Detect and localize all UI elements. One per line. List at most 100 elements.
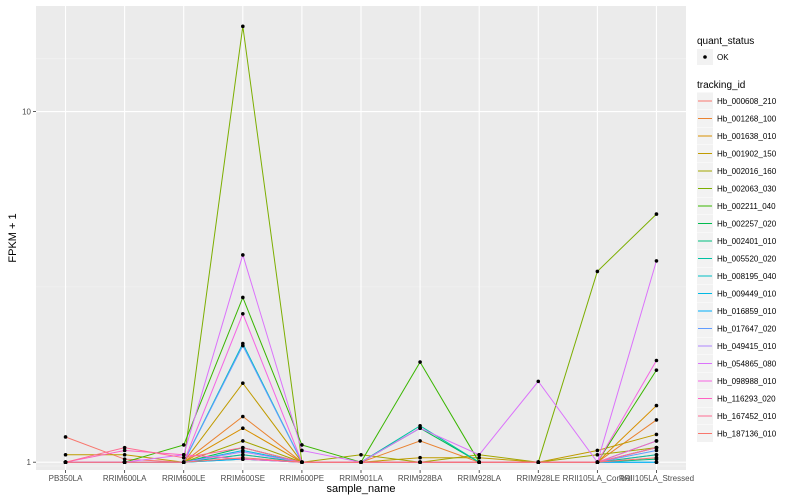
data-point (241, 439, 245, 443)
data-point (241, 445, 245, 450)
data-point (122, 448, 127, 453)
data-point (359, 460, 363, 464)
data-point (122, 452, 127, 457)
data-point (536, 379, 541, 384)
legend-label-tracking-id: Hb_016859_010 (717, 307, 777, 316)
data-point (595, 448, 600, 453)
x-tick-label: RRIM600SE (221, 474, 265, 483)
legend-label-tracking-id: Hb_005520_020 (717, 255, 777, 264)
data-point (241, 381, 245, 385)
data-point (122, 457, 127, 461)
data-point (477, 455, 481, 460)
data-point (595, 269, 600, 274)
axes: 1 10 PB350LA RRIM600LA RRIM600LE RRIM600SE RRI… (22, 108, 694, 483)
data-point (241, 311, 245, 316)
data-point (654, 445, 659, 450)
legend-label-quant-status: OK (717, 53, 729, 62)
data-points (63, 24, 659, 464)
x-tick-label: RRIM928LE (516, 474, 560, 483)
data-point (654, 455, 659, 460)
data-point (418, 426, 422, 431)
legend-label-tracking-id: Hb_001268_100 (717, 115, 777, 124)
data-point (418, 360, 422, 364)
data-point (63, 452, 68, 457)
data-point (418, 439, 422, 443)
y-tick-label: 1 (27, 458, 32, 467)
data-point (63, 435, 68, 439)
legend-label-tracking-id: Hb_002401_010 (717, 237, 777, 246)
data-point (654, 358, 659, 363)
legend-title-quant-status: quant_status (697, 36, 754, 47)
data-point (654, 403, 659, 408)
data-point (536, 460, 541, 464)
data-point (241, 24, 245, 29)
legend-label-tracking-id: Hb_002257_020 (717, 220, 777, 229)
data-point (418, 455, 422, 460)
data-point (241, 426, 245, 431)
data-point (181, 455, 186, 460)
data-point (654, 460, 659, 464)
y-axis-title: FPKM + 1 (7, 213, 19, 262)
x-tick-label: RRII105LA_Stressed (619, 474, 694, 483)
data-point (122, 460, 127, 464)
legend-key-point (703, 55, 707, 59)
x-tick-label: RRII105LA_Control (563, 474, 633, 483)
legend-label-tracking-id: Hb_000608_210 (717, 97, 777, 106)
legend: quant_status tracking_id OK Hb_000608_210… (697, 36, 777, 442)
data-point (122, 445, 127, 450)
data-point (654, 212, 659, 216)
data-point (477, 460, 481, 464)
data-point (181, 460, 186, 464)
data-point (654, 439, 659, 443)
data-point (654, 259, 659, 263)
data-point (654, 452, 659, 457)
data-point (654, 418, 659, 422)
data-point (300, 448, 304, 453)
legend-label-tracking-id: Hb_002063_030 (717, 185, 777, 194)
data-point (241, 414, 245, 419)
data-point (241, 253, 245, 257)
data-point (418, 460, 422, 464)
data-point (654, 432, 659, 437)
data-point (654, 448, 659, 453)
legend-label-tracking-id: Hb_002211_040 (717, 202, 776, 211)
legend-label-tracking-id: Hb_009449_010 (717, 290, 777, 299)
legend-label-tracking-id: Hb_187136_010 (717, 430, 777, 439)
data-point (241, 452, 245, 457)
legend-label-tracking-id: Hb_001902_150 (717, 150, 777, 159)
x-axis-title: sample_name (326, 483, 395, 495)
x-tick-label: RRIM928LA (457, 474, 501, 483)
data-point (359, 452, 363, 457)
legend-label-tracking-id: Hb_167452_010 (717, 412, 777, 421)
data-point (241, 343, 245, 348)
data-point (300, 460, 304, 464)
data-point (63, 460, 68, 464)
data-point (595, 460, 600, 464)
x-tick-label: RRIM600LA (103, 474, 147, 483)
legend-title-tracking-id: tracking_id (697, 80, 745, 91)
legend-label-tracking-id: Hb_054865_080 (717, 360, 777, 369)
data-point (300, 443, 304, 447)
data-point (181, 452, 186, 457)
y-tick-label: 10 (22, 108, 31, 117)
x-tick-label: RRIM928BA (398, 474, 443, 483)
data-point (595, 452, 600, 457)
x-tick-label: RRIM600PE (280, 474, 324, 483)
data-point (181, 443, 186, 447)
legend-label-tracking-id: Hb_098988_010 (717, 377, 777, 386)
data-point (241, 295, 245, 300)
legend-label-tracking-id: Hb_008195_040 (717, 272, 777, 281)
legend-label-tracking-id: Hb_116293_020 (717, 395, 776, 404)
x-tick-label: RRIM600LE (162, 474, 206, 483)
data-point (241, 450, 245, 454)
data-point (654, 368, 659, 372)
legend-label-tracking-id: Hb_001638_010 (717, 132, 777, 141)
grid-lines (36, 6, 686, 470)
data-point (241, 455, 245, 460)
x-tick-label: RRIM901LA (339, 474, 383, 483)
x-tick-label: PB350LA (49, 474, 83, 483)
data-point (477, 452, 481, 457)
legend-label-tracking-id: Hb_002016_160 (717, 167, 777, 176)
legend-label-tracking-id: Hb_017647_020 (717, 325, 777, 334)
